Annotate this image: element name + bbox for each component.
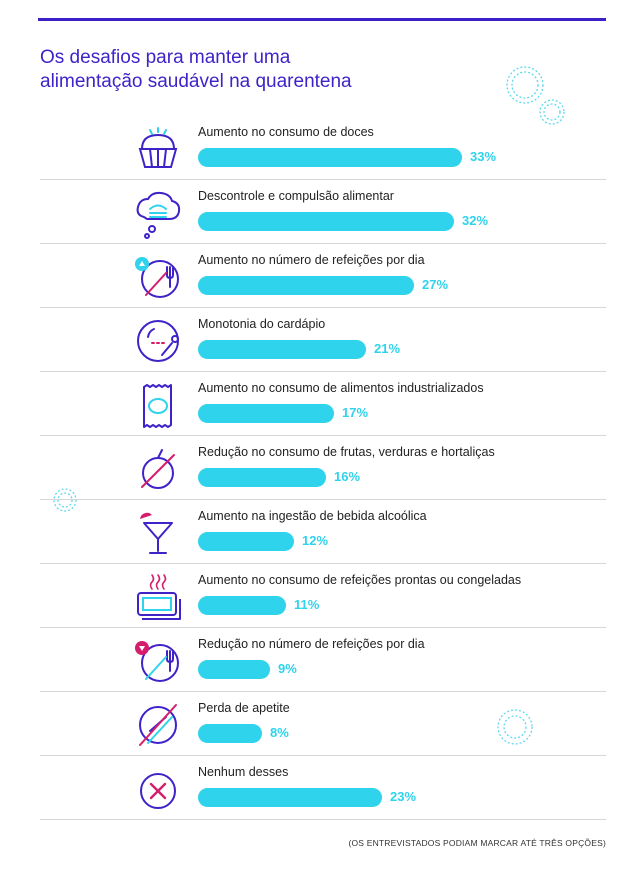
virus-decoration-icon bbox=[506, 66, 565, 125]
category-label: Redução no número de refeições por dia bbox=[198, 637, 425, 651]
package-icon bbox=[143, 384, 172, 428]
frozen-meal-icon bbox=[137, 574, 181, 620]
category-label: Aumento no consumo de doces bbox=[198, 125, 374, 139]
value-label: 12% bbox=[302, 533, 329, 548]
category-label: Aumento na ingestão de bebida alcoólica bbox=[198, 509, 427, 523]
chart-row: Redução no consumo de frutas, verduras e… bbox=[40, 435, 606, 500]
bar bbox=[198, 212, 454, 231]
bar bbox=[198, 148, 462, 167]
footnote: (OS ENTREVISTADOS PODIAM MARCAR ATÉ TRÊS… bbox=[348, 838, 606, 848]
value-label: 23% bbox=[390, 789, 417, 804]
title-line-1: Os desafios para manter uma bbox=[40, 47, 291, 68]
value-label: 21% bbox=[374, 341, 401, 356]
chart-row: Aumento na ingestão de bebida alcoólica … bbox=[40, 499, 606, 564]
bar bbox=[198, 468, 326, 487]
value-label: 9% bbox=[278, 661, 297, 676]
value-label: 27% bbox=[422, 277, 449, 292]
chart-row: Aumento no consumo de doces 33% bbox=[40, 115, 606, 180]
bar bbox=[198, 596, 286, 615]
cupcake-icon bbox=[138, 127, 178, 168]
bar bbox=[198, 340, 366, 359]
category-label: Aumento no número de refeições por dia bbox=[198, 253, 425, 267]
value-label: 17% bbox=[342, 405, 369, 420]
chart-row: Aumento no número de refeições por dia 2… bbox=[40, 243, 606, 308]
value-label: 33% bbox=[470, 149, 497, 164]
category-label: Nenhum desses bbox=[198, 765, 289, 779]
plate-crossed-icon bbox=[139, 704, 177, 746]
burger-thought-icon bbox=[136, 191, 181, 239]
bar bbox=[198, 660, 270, 679]
chart-row: Monotonia do cardápio 21% bbox=[40, 307, 606, 372]
chart-row: Aumento no consumo de alimentos industri… bbox=[40, 371, 606, 436]
bar bbox=[198, 532, 294, 551]
bar bbox=[198, 788, 382, 807]
bar bbox=[198, 276, 414, 295]
cocktail-icon bbox=[140, 512, 173, 554]
category-label: Aumento no consumo de alimentos industri… bbox=[198, 381, 484, 395]
bar bbox=[198, 404, 334, 423]
bar bbox=[198, 724, 262, 743]
virus-decoration-icon bbox=[497, 709, 533, 745]
plate-spoon-icon bbox=[137, 320, 179, 362]
chart-row: Descontrole e compulsão alimentar 32% bbox=[40, 179, 606, 244]
category-label: Descontrole e compulsão alimentar bbox=[198, 189, 394, 203]
chart-row: Perda de apetite 8% bbox=[40, 691, 606, 756]
category-label: Aumento no consumo de refeições prontas … bbox=[198, 573, 522, 587]
virus-decoration-icon bbox=[53, 488, 77, 512]
plate-up-icon bbox=[135, 257, 179, 298]
value-label: 8% bbox=[270, 725, 289, 740]
title-line-2: alimentação saudável na quarentena bbox=[40, 71, 352, 92]
category-label: Monotonia do cardápio bbox=[198, 317, 326, 331]
plate-down-icon bbox=[135, 641, 179, 682]
chart-row: Nenhum desses 23% bbox=[40, 755, 606, 820]
x-circle-icon bbox=[140, 773, 176, 809]
value-label: 11% bbox=[294, 597, 320, 612]
value-label: 16% bbox=[334, 469, 361, 484]
chart-row: Aumento no consumo de refeições prontas … bbox=[40, 563, 606, 628]
chart-row: Redução no número de refeições por dia 9… bbox=[40, 627, 606, 692]
chart-title: Os desafios para manter uma alimentação … bbox=[40, 46, 460, 94]
category-label: Redução no consumo de frutas, verduras e… bbox=[198, 445, 495, 459]
fruit-crossed-icon bbox=[141, 449, 175, 489]
top-rule bbox=[38, 18, 606, 21]
category-label: Perda de apetite bbox=[198, 701, 290, 715]
value-label: 32% bbox=[462, 213, 489, 228]
